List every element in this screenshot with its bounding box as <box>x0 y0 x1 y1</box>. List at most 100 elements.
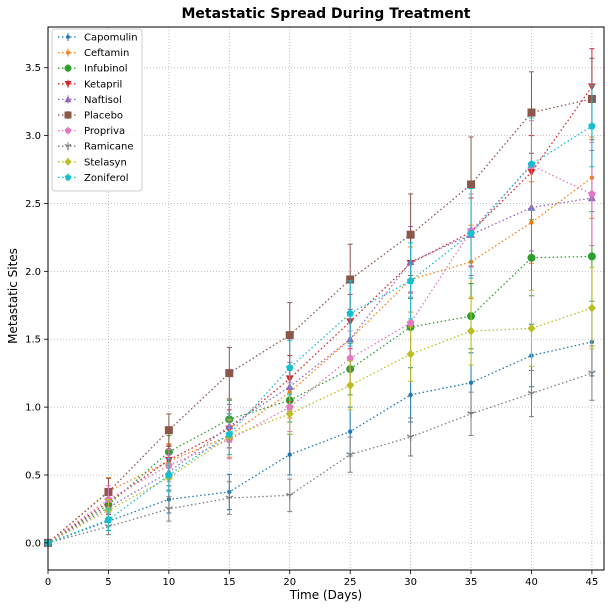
data-point-ramicane <box>165 506 173 513</box>
x-tick-label: 45 <box>586 577 599 588</box>
axes: 0 5 10 15 20 25 30 35 40 45 0.0 0.5 1.0 1.5 2.0 2.5 3.0 3… <box>25 63 598 588</box>
x-tick-label: 15 <box>223 577 236 588</box>
legend-item-naftisol: Naftisol <box>58 95 122 106</box>
data-point-stelasyn <box>467 326 476 336</box>
legend-label-ceftamin: Ceftamin <box>84 48 129 59</box>
data-point-ramicane <box>225 495 234 503</box>
data-point-zoniferol <box>346 309 354 317</box>
y-tick-label: 2.5 <box>25 199 41 210</box>
x-tick-label: 20 <box>283 577 296 588</box>
series-line-infubinol <box>47 255 592 544</box>
x-axis-label: Time (Days) <box>289 588 363 602</box>
legend-label-zoniferol: Zoniferol <box>84 173 129 184</box>
data-point-zoniferol <box>285 363 294 371</box>
series-line-placebo <box>47 98 593 544</box>
x-tick-label: 35 <box>465 577 478 588</box>
data-point-placebo <box>346 275 355 284</box>
data-point-zoniferol <box>225 430 234 438</box>
series-ramicane <box>44 345 596 547</box>
legend-marker-ramicane <box>64 143 72 150</box>
data-point-ramicane <box>527 390 536 398</box>
legend-marker-infubinol <box>64 64 72 72</box>
legend-label-infubinol: Infubinol <box>84 64 128 75</box>
y-tick-label: 3.5 <box>25 63 41 74</box>
data-point-capomulin <box>408 392 413 398</box>
x-tick-label: 5 <box>105 577 111 588</box>
legend-marker-capomulin <box>66 35 70 39</box>
legend-marker-zoniferol <box>64 173 72 181</box>
x-tick-label: 40 <box>525 577 538 588</box>
series-zoniferol <box>44 84 596 547</box>
legend-marker-stelasyn <box>64 157 72 166</box>
data-point-placebo <box>527 108 536 117</box>
series-line-stelasyn <box>47 307 593 544</box>
data-point-placebo <box>467 180 476 189</box>
data-point-propriva <box>346 354 354 362</box>
y-tick-label: 2.0 <box>25 267 41 278</box>
data-point-capomulin <box>287 452 292 457</box>
series-line-naftisol <box>47 197 593 544</box>
legend-marker-naftisol <box>64 95 72 103</box>
y-tick-label: 1.5 <box>25 335 41 346</box>
plot-frame <box>47 26 605 571</box>
data-point-infubinol <box>527 253 536 262</box>
legend-marker-propriva <box>64 127 72 134</box>
series-layer <box>44 48 596 548</box>
y-tick-label: 3.0 <box>25 131 41 142</box>
data-point-placebo <box>225 369 234 378</box>
y-tick-label: 1.0 <box>25 403 41 414</box>
data-point-placebo <box>406 230 415 239</box>
data-point-capomulin <box>347 429 353 434</box>
x-tick-label: 30 <box>404 577 417 588</box>
legend-label-propriva: Propriva <box>84 126 125 137</box>
legend-label-naftisol: Naftisol <box>84 95 122 106</box>
legend-item-ramicane: Ramicane <box>58 142 134 153</box>
data-point-ramicane <box>467 411 475 418</box>
legend-label-placebo: Placebo <box>84 111 123 122</box>
legend-box <box>51 28 143 192</box>
y-tick-label: 0.0 <box>25 538 41 549</box>
legend-item-zoniferol: Zoniferol <box>58 173 129 184</box>
legend-item-propriva: Propriva <box>58 126 125 137</box>
legend-marker-ceftamin <box>66 50 70 55</box>
data-point-placebo <box>164 426 173 435</box>
legend-item-placebo: Placebo <box>58 111 123 122</box>
legend-item-ketapril: Ketapril <box>58 79 122 90</box>
series-line-ceftamin <box>47 177 593 544</box>
legend-marker-placebo <box>64 111 72 119</box>
data-point-propriva <box>588 189 596 198</box>
legend-label-stelasyn: Stelasyn <box>84 157 127 168</box>
y-axis-label: Metastatic Sites <box>6 248 20 344</box>
data-point-ramicane <box>346 452 355 459</box>
legend-label-capomulin: Capomulin <box>84 33 138 44</box>
data-point-ramicane <box>588 370 596 378</box>
data-point-zoniferol <box>165 470 173 479</box>
legend-label-ramicane: Ramicane <box>84 142 134 153</box>
legend-item-infubinol: Infubinol <box>58 64 128 75</box>
legend-item-stelasyn: Stelasyn <box>58 157 127 168</box>
data-point-ramicane <box>285 492 294 500</box>
x-tick-label: 10 <box>163 577 176 588</box>
series-line-capomulin <box>47 341 593 544</box>
data-point-stelasyn <box>587 303 596 313</box>
legend-marker-ketapril <box>64 81 72 88</box>
data-point-propriva <box>406 318 415 327</box>
legend-item-capomulin: Capomulin <box>58 33 138 44</box>
data-point-capomulin <box>468 380 474 385</box>
data-point-placebo <box>285 331 294 340</box>
series-line-propriva <box>47 164 593 544</box>
data-point-zoniferol <box>406 276 415 285</box>
data-point-zoniferol <box>588 122 596 130</box>
data-point-stelasyn <box>285 409 294 419</box>
data-point-stelasyn <box>406 349 415 359</box>
data-point-stelasyn <box>346 380 355 390</box>
data-point-zoniferol <box>104 515 113 524</box>
data-point-infubinol <box>587 252 596 261</box>
x-tick-label: 25 <box>344 577 357 588</box>
data-point-stelasyn <box>527 323 536 333</box>
x-tick-label: 0 <box>45 577 51 588</box>
y-tick-label: 0.5 <box>25 470 41 481</box>
chart-title: Metastatic Spread During Treatment <box>182 6 471 22</box>
data-point-zoniferol <box>467 229 475 237</box>
